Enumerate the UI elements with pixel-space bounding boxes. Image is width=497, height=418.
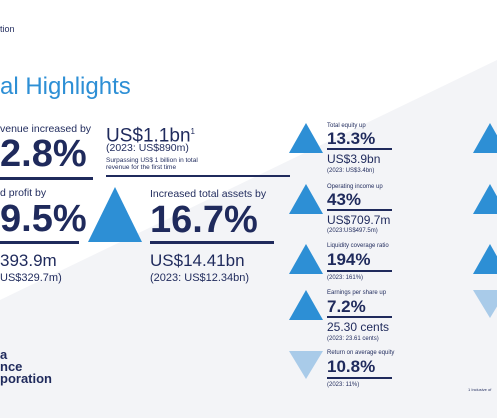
revenue-note-line2: revenue for the first time bbox=[106, 164, 177, 171]
increase-arrow-icon bbox=[289, 123, 323, 153]
divider bbox=[327, 209, 392, 211]
increase-arrow-icon bbox=[473, 123, 497, 153]
assets-percent: 16.7% bbox=[150, 199, 258, 241]
revenue-label: venue increased by bbox=[0, 123, 92, 135]
profit-previous: US$329.7m) bbox=[0, 272, 62, 284]
metric-previous: (2023: 23.61 cents) bbox=[327, 336, 379, 342]
revenue-total-value: US$1.1bn bbox=[106, 125, 191, 147]
divider bbox=[327, 270, 392, 272]
metric-sub: US$709.7m bbox=[327, 213, 391, 227]
metric-sub: US$3.9bn bbox=[327, 152, 381, 166]
divider bbox=[0, 241, 79, 244]
metric-previous: (2023: US$3.4bn) bbox=[327, 168, 375, 174]
metric-value: 13.3% bbox=[327, 129, 376, 148]
corp-name-fragment: tion bbox=[0, 24, 15, 34]
decrease-arrow-icon bbox=[289, 351, 323, 379]
profit-label: d profit by bbox=[0, 187, 47, 199]
increase-arrow-icon bbox=[289, 244, 323, 274]
decrease-arrow-icon bbox=[473, 290, 497, 318]
assets-label: Increased total assets by bbox=[150, 188, 267, 200]
footnote-mark: 1 bbox=[190, 127, 195, 136]
metric-label: Return on average equity bbox=[327, 350, 395, 356]
increase-arrow-icon bbox=[289, 184, 323, 214]
metric-value: 194% bbox=[327, 250, 371, 269]
increase-arrow-icon bbox=[473, 184, 497, 214]
increase-arrow-icon bbox=[289, 290, 323, 320]
revenue-note-line1: Surpassing US$ 1 billion in total bbox=[106, 157, 198, 164]
metric-value: 43% bbox=[327, 190, 362, 209]
logo-line: a bbox=[0, 347, 8, 362]
company-logo: a nce poration bbox=[0, 347, 52, 386]
metric-label: Liquidity coverage ratio bbox=[327, 243, 389, 249]
metric-value: 7.2% bbox=[327, 297, 366, 316]
metric-previous: (2023: 161%) bbox=[327, 275, 364, 281]
divider bbox=[150, 241, 274, 244]
divider bbox=[327, 377, 392, 379]
metric-label: Earnings per share up bbox=[327, 290, 387, 296]
divider bbox=[0, 177, 93, 180]
divider bbox=[327, 148, 392, 150]
revenue-total-block: US$1.1bn1 bbox=[106, 121, 195, 147]
assets-value: US$14.41bn bbox=[150, 251, 245, 270]
metric-label: Operating income up bbox=[327, 184, 383, 190]
metric-sub: 25.30 cents bbox=[327, 320, 390, 334]
divider bbox=[327, 316, 392, 318]
metric-label: Total equity up bbox=[327, 123, 366, 129]
metric-previous: (2023:US$497.5m) bbox=[327, 228, 378, 234]
metric-value: 10.8% bbox=[327, 357, 376, 376]
footnote: 1 Inclusive of bbox=[468, 387, 492, 392]
revenue-percent: 2.8% bbox=[0, 133, 87, 175]
assets-previous: (2023: US$12.34bn) bbox=[150, 272, 250, 284]
profit-value: 393.9m bbox=[0, 251, 57, 270]
profit-percent: 9.5% bbox=[0, 198, 87, 240]
logo-line: poration bbox=[0, 371, 52, 386]
increase-arrow-icon bbox=[88, 187, 142, 242]
increase-arrow-icon bbox=[473, 244, 497, 274]
logo-line: nce bbox=[0, 359, 23, 374]
revenue-total-previous: (2023: US$890m) bbox=[106, 142, 189, 154]
metric-previous: (2023: 11%) bbox=[327, 382, 360, 388]
divider bbox=[106, 175, 290, 177]
page-title: al Highlights bbox=[0, 73, 131, 100]
